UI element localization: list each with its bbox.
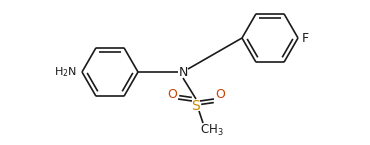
- Text: CH$_3$: CH$_3$: [200, 122, 224, 138]
- Text: O: O: [215, 87, 225, 100]
- Text: S: S: [192, 99, 201, 113]
- Text: H$_2$N: H$_2$N: [54, 65, 77, 79]
- Text: N: N: [178, 67, 188, 79]
- Text: O: O: [167, 87, 177, 100]
- Text: F: F: [302, 31, 309, 45]
